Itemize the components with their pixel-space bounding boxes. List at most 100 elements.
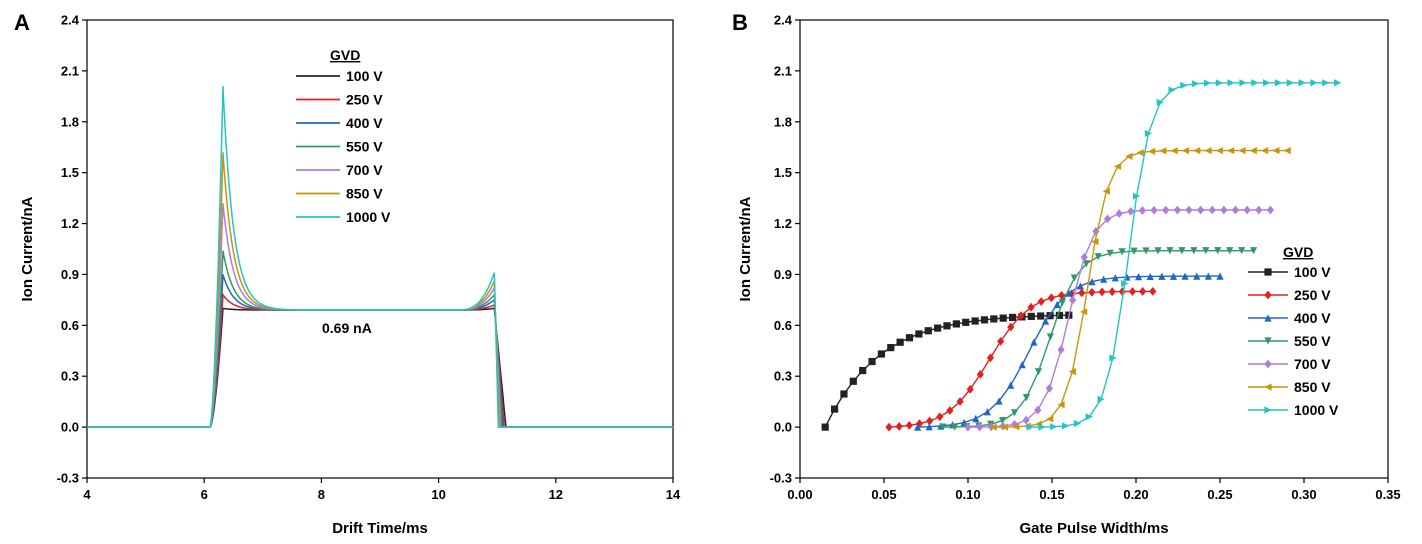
panel-b-point-250-v bbox=[936, 412, 944, 422]
panel-b-point-550-v bbox=[951, 423, 959, 431]
panel-b-point-100-v bbox=[1027, 312, 1035, 321]
panel-b-point-250-v bbox=[1007, 322, 1015, 332]
panel-b-point-550-v bbox=[1142, 247, 1150, 255]
panel-b-point-550-v bbox=[998, 417, 1007, 425]
panel-b-point-850-v bbox=[1012, 423, 1020, 431]
panel-b-point-850-v bbox=[1159, 147, 1167, 155]
panel-b-point-400-v bbox=[1030, 338, 1038, 346]
panel-b-point-850-v bbox=[1170, 147, 1178, 155]
panel-b-point-100-v bbox=[830, 405, 839, 413]
panel-b-point-250-v bbox=[1128, 287, 1137, 296]
panel-b-point-700-v bbox=[1266, 205, 1274, 215]
panel-b-point-1000-v bbox=[1286, 79, 1294, 87]
panel-b-point-400-v bbox=[1076, 282, 1085, 290]
panel-b-point-100-v bbox=[924, 327, 932, 335]
panel-b-point-850-v bbox=[1000, 423, 1009, 431]
panel-a-legend-item: 550 V bbox=[346, 139, 383, 155]
panel-b-point-1000-v bbox=[1073, 419, 1082, 428]
panel-b-point-100-v bbox=[868, 357, 876, 366]
panel-b-legend-marker bbox=[1264, 406, 1272, 414]
panel-b-point-850-v bbox=[1113, 162, 1122, 171]
panel-b-legend: GVD 100 V 250 V 400 V 550 V 700 V 850 V 1000 V bbox=[1248, 244, 1339, 418]
panel-b-point-550-v bbox=[1130, 247, 1138, 255]
panel-b-series-850-v bbox=[993, 149, 1288, 428]
panel-b-label: B bbox=[732, 10, 748, 35]
panel-b-point-400-v bbox=[925, 423, 933, 431]
panel-b-legend-item: 850 V bbox=[1294, 379, 1331, 395]
panel-b-point-550-v bbox=[1190, 247, 1198, 255]
panel-b-point-100-v bbox=[934, 324, 942, 332]
panel-b-legend-item: 100 V bbox=[1294, 264, 1331, 280]
panel-b-point-850-v bbox=[1249, 147, 1257, 155]
panel-a-ytick-label: 1.8 bbox=[61, 114, 79, 129]
panel-a-legend-item: 850 V bbox=[346, 186, 383, 202]
panel-b-point-1000-v bbox=[1239, 79, 1247, 87]
panel-b-point-1000-v bbox=[1203, 79, 1212, 87]
panel-b-point-550-v bbox=[1178, 247, 1186, 255]
panel-a-legend-item: 250 V bbox=[346, 92, 383, 108]
panel-b-point-1000-v bbox=[1109, 354, 1117, 362]
panel-b-point-850-v bbox=[1204, 147, 1212, 155]
panel-b-point-250-v bbox=[1027, 302, 1035, 312]
panel-a-ytick-label: 0.0 bbox=[61, 420, 79, 435]
panel-b-ytick-label: 0.6 bbox=[774, 318, 792, 333]
panel-a-ytick-label: 0.6 bbox=[61, 318, 79, 333]
panel-b-point-1000-v bbox=[1156, 98, 1164, 107]
panel-b-point-100-v bbox=[821, 423, 829, 431]
panel-a-series-250-v bbox=[87, 292, 673, 428]
panel-b-point-100-v bbox=[840, 390, 848, 398]
panel-b-point-250-v bbox=[1149, 287, 1157, 296]
panel-a: A 4 6 8 10 12 14 -0.3 0.0 0.3 0.6 0.9 1.2 1.5 1.8 2.1 2… bbox=[14, 10, 681, 537]
panel-b-xtick-label: 0.20 bbox=[1123, 487, 1148, 502]
panel-b-point-250-v bbox=[1139, 287, 1147, 296]
panel-a-series-550-v bbox=[87, 250, 673, 428]
panel-b-point-550-v bbox=[1166, 247, 1174, 255]
panel-b-point-550-v bbox=[1070, 274, 1078, 282]
panel-b-legend-title: GVD bbox=[1283, 244, 1313, 260]
panel-b-point-700-v bbox=[1127, 207, 1135, 216]
panel-a-legend-item: 1000 V bbox=[346, 209, 391, 225]
panel-b-point-850-v bbox=[1091, 238, 1099, 246]
panel-b-point-100-v bbox=[905, 334, 914, 342]
panel-b-legend-item: 250 V bbox=[1294, 287, 1331, 303]
panel-b-xtick-label: 0.00 bbox=[787, 487, 812, 502]
panel-b-point-850-v bbox=[1147, 147, 1156, 155]
panel-a-xtick-label: 10 bbox=[431, 487, 445, 502]
panel-a-legend-item: 400 V bbox=[346, 115, 383, 131]
panel-b-point-850-v bbox=[1260, 147, 1269, 155]
panel-a-label: A bbox=[14, 10, 30, 35]
panel-b-point-400-v bbox=[1134, 273, 1143, 281]
panel-b-point-400-v bbox=[983, 408, 991, 416]
panel-b-point-1000-v bbox=[1334, 79, 1342, 87]
panel-a-series-1000-v bbox=[87, 86, 673, 428]
panel-b-point-250-v bbox=[956, 397, 964, 406]
panel-a-xtick-label: 12 bbox=[549, 487, 563, 502]
panel-b-point-700-v bbox=[1103, 214, 1112, 224]
panel-b-point-550-v bbox=[1046, 333, 1054, 341]
panel-b-ytick-label: 2.4 bbox=[774, 13, 793, 28]
panel-b-point-400-v bbox=[1193, 272, 1201, 280]
panel-a-ytick-label: 2.4 bbox=[61, 13, 80, 28]
panel-b-ticks: 0.00 0.05 0.10 0.15 0.20 0.25 0.30 0.35 -0.3 0.0 0… bbox=[770, 13, 1401, 503]
panel-b-point-100-v bbox=[980, 316, 989, 324]
panel-b-point-250-v bbox=[946, 406, 954, 415]
panel-b-point-700-v bbox=[1162, 205, 1170, 215]
panel-b-point-250-v bbox=[1078, 288, 1086, 298]
panel-b-point-1000-v bbox=[1038, 423, 1046, 431]
panel-b-point-1000-v bbox=[1085, 413, 1093, 421]
panel-b-point-850-v bbox=[1068, 368, 1076, 376]
panel-b-legend-marker bbox=[1264, 290, 1272, 300]
panel-b-ytick-label: 2.1 bbox=[774, 63, 792, 78]
panel-b-point-250-v bbox=[986, 353, 995, 363]
panel-b-point-1000-v bbox=[1227, 79, 1235, 87]
panel-b-point-550-v bbox=[1010, 409, 1019, 417]
panel-a-xtick-label: 4 bbox=[83, 487, 91, 502]
panel-b-point-850-v bbox=[1193, 147, 1201, 155]
panel-b-point-700-v bbox=[1231, 205, 1240, 215]
panel-b-point-700-v bbox=[1069, 295, 1077, 305]
panel-b-point-850-v bbox=[1181, 147, 1190, 155]
panel-b-point-850-v bbox=[1283, 147, 1291, 155]
panel-a-ytick-label: 1.2 bbox=[61, 216, 79, 231]
panel-b-point-550-v bbox=[1154, 247, 1162, 255]
